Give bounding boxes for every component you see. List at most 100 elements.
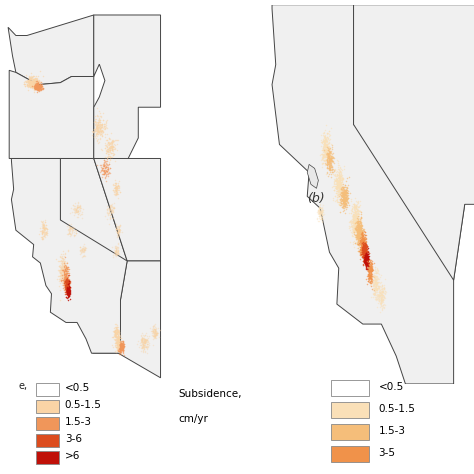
- Point: [117, 338, 124, 346]
- Point: [55, 266, 63, 274]
- Point: [67, 230, 74, 238]
- Point: [28, 79, 36, 86]
- Point: [372, 268, 380, 275]
- Point: [350, 227, 358, 235]
- Point: [115, 343, 122, 351]
- Point: [111, 243, 119, 250]
- Point: [371, 289, 379, 297]
- Point: [62, 272, 69, 280]
- Point: [110, 200, 118, 207]
- Point: [31, 82, 39, 90]
- Point: [378, 294, 385, 302]
- Point: [64, 273, 72, 281]
- Point: [116, 341, 124, 348]
- Point: [332, 169, 340, 176]
- Point: [356, 226, 363, 233]
- Point: [373, 292, 380, 299]
- Point: [363, 258, 371, 265]
- Point: [113, 321, 120, 329]
- Point: [373, 279, 380, 286]
- Point: [57, 270, 65, 278]
- Point: [112, 246, 119, 253]
- Point: [349, 219, 357, 227]
- Point: [82, 244, 89, 251]
- Point: [339, 193, 347, 201]
- Point: [361, 242, 368, 249]
- Point: [56, 266, 64, 273]
- Point: [350, 219, 357, 227]
- Point: [333, 183, 340, 191]
- Point: [328, 153, 335, 160]
- Point: [326, 155, 334, 163]
- Point: [326, 160, 333, 167]
- Point: [330, 155, 337, 162]
- Point: [102, 121, 109, 128]
- Point: [352, 212, 359, 219]
- Point: [352, 221, 360, 229]
- Point: [63, 266, 71, 273]
- Point: [144, 338, 152, 346]
- Point: [61, 260, 68, 268]
- Point: [339, 197, 347, 205]
- Point: [112, 244, 119, 251]
- Point: [372, 281, 380, 289]
- Point: [321, 156, 329, 164]
- Point: [346, 226, 354, 234]
- Point: [326, 156, 334, 164]
- Point: [34, 82, 42, 90]
- Point: [319, 131, 327, 138]
- Point: [364, 257, 371, 264]
- Point: [370, 280, 378, 287]
- Point: [362, 252, 369, 259]
- Point: [360, 248, 367, 256]
- Point: [24, 82, 32, 90]
- Point: [95, 118, 102, 125]
- Point: [143, 343, 150, 350]
- Point: [109, 253, 117, 260]
- Point: [104, 165, 112, 173]
- Point: [108, 139, 116, 146]
- Point: [100, 156, 108, 164]
- Point: [39, 221, 47, 229]
- Point: [64, 290, 72, 298]
- Point: [63, 269, 71, 277]
- Point: [323, 158, 330, 165]
- Point: [372, 267, 379, 275]
- Point: [334, 198, 342, 205]
- Point: [56, 279, 64, 286]
- Point: [354, 234, 361, 242]
- Point: [315, 207, 322, 215]
- Point: [329, 153, 337, 161]
- Point: [336, 186, 343, 194]
- Point: [362, 228, 369, 236]
- Point: [63, 286, 71, 294]
- Point: [350, 222, 357, 229]
- Point: [376, 300, 384, 308]
- Point: [354, 219, 361, 227]
- Point: [29, 79, 36, 87]
- Point: [32, 79, 39, 87]
- Point: [359, 245, 366, 252]
- Point: [65, 283, 73, 291]
- Point: [340, 189, 348, 196]
- Point: [316, 212, 323, 220]
- Point: [152, 329, 159, 337]
- Point: [335, 181, 343, 189]
- Point: [337, 172, 345, 180]
- Point: [149, 327, 157, 334]
- Point: [151, 332, 159, 339]
- Point: [120, 343, 128, 350]
- Point: [106, 164, 114, 172]
- Point: [371, 285, 378, 292]
- Point: [354, 222, 362, 230]
- Point: [337, 188, 345, 195]
- Point: [337, 184, 345, 191]
- Point: [43, 230, 50, 237]
- Point: [37, 83, 45, 91]
- Point: [359, 247, 366, 255]
- Point: [318, 206, 325, 213]
- Point: [342, 195, 349, 202]
- Point: [62, 269, 70, 277]
- Point: [100, 161, 108, 169]
- Point: [63, 286, 71, 293]
